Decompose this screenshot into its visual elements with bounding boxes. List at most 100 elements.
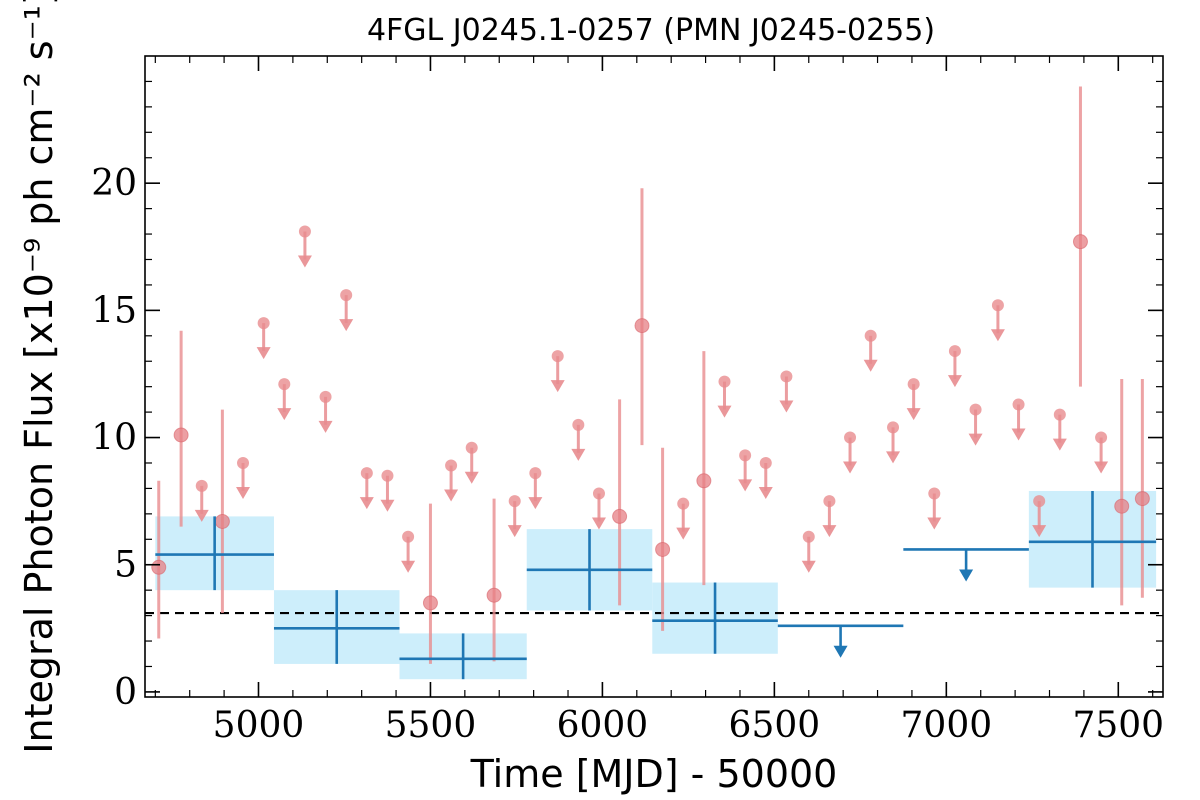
upper-limit-marker bbox=[529, 467, 542, 480]
upper-limit-arrowhead bbox=[401, 560, 416, 573]
upper-limit-marker bbox=[718, 375, 731, 388]
upper-limit-marker bbox=[465, 441, 478, 454]
upper-limit-arrowhead bbox=[758, 486, 773, 499]
upper-limit-marker bbox=[195, 479, 208, 492]
upper-limit-arrowhead bbox=[236, 486, 251, 499]
y-tick-label: 5 bbox=[114, 545, 137, 586]
y-axis-label: Integral Photon Flux [x10⁻⁹ ph cm⁻² s⁻¹] bbox=[17, 0, 61, 754]
x-tick-label: 7000 bbox=[901, 705, 993, 746]
detection-point bbox=[151, 559, 167, 575]
upper-limit-arrowhead bbox=[591, 517, 606, 530]
upper-limit-arrowhead bbox=[464, 471, 479, 484]
upper-limit-marker bbox=[340, 289, 353, 302]
y-tick-label: 0 bbox=[114, 672, 137, 713]
detection-point bbox=[173, 427, 189, 443]
detection-point bbox=[696, 473, 712, 489]
detection-point bbox=[422, 595, 438, 611]
upper-limit-arrowhead bbox=[339, 319, 354, 332]
y-tick-label: 15 bbox=[91, 290, 137, 331]
axis-ticks: 5000 5500 6000 6500 7000 7500 0 5 10 15 20 bbox=[91, 56, 1164, 746]
upper-limit-arrowhead bbox=[906, 408, 921, 421]
upper-limit-marker bbox=[1053, 408, 1066, 421]
upper-limit-marker bbox=[864, 329, 877, 342]
long-bin-upper-limit-arrowhead bbox=[959, 569, 974, 582]
upper-limit-arrowhead bbox=[822, 525, 837, 538]
detection-point bbox=[1072, 234, 1088, 250]
upper-limit-arrowhead bbox=[256, 347, 271, 360]
plot-frame bbox=[144, 55, 1164, 698]
detection-point bbox=[1114, 498, 1130, 514]
upper-limit-marker bbox=[319, 390, 332, 403]
upper-limit-arrowhead bbox=[843, 461, 858, 474]
upper-limit-marker bbox=[237, 456, 250, 469]
x-tick-label: 6000 bbox=[557, 705, 649, 746]
detection-point bbox=[655, 541, 671, 557]
upper-limit-arrowhead bbox=[318, 420, 333, 433]
upper-limit-marker bbox=[844, 431, 857, 444]
upper-limit-marker bbox=[592, 487, 605, 500]
upper-limit-arrowhead bbox=[779, 400, 794, 413]
upper-limit-arrowhead bbox=[1094, 461, 1109, 474]
upper-limit-arrowhead bbox=[676, 527, 691, 540]
upper-limit-marker bbox=[907, 378, 920, 391]
x-tick-label: 5500 bbox=[385, 705, 477, 746]
upper-limit-marker bbox=[739, 449, 752, 462]
upper-limit-marker bbox=[360, 467, 373, 480]
upper-limit-arrowhead bbox=[380, 499, 395, 512]
upper-limit-arrowhead bbox=[1011, 428, 1026, 441]
upper-limit-marker bbox=[802, 530, 815, 543]
upper-limit-marker bbox=[551, 350, 564, 363]
upper-limit-arrowhead bbox=[297, 255, 312, 268]
upper-limit-arrowhead bbox=[886, 451, 901, 464]
detection-point bbox=[612, 508, 628, 524]
upper-limit-arrowhead bbox=[863, 359, 878, 372]
upper-limit-arrowhead bbox=[359, 497, 374, 510]
upper-limit-arrowhead bbox=[571, 448, 586, 461]
upper-limit-marker bbox=[402, 530, 415, 543]
upper-limit-marker bbox=[445, 459, 458, 472]
plot-area bbox=[145, 86, 1163, 680]
upper-limit-marker bbox=[381, 469, 394, 482]
upper-limit-marker bbox=[572, 418, 585, 431]
upper-limit-marker bbox=[780, 370, 793, 383]
upper-limit-marker bbox=[928, 487, 941, 500]
upper-limit-marker bbox=[823, 495, 836, 508]
upper-limit-arrowhead bbox=[1052, 438, 1067, 451]
detection-point bbox=[486, 587, 502, 603]
long-bin-upper-limit-arrowhead bbox=[833, 645, 848, 658]
upper-limit-marker bbox=[991, 299, 1004, 312]
x-axis-label: Time [MJD] - 50000 bbox=[470, 752, 838, 796]
upper-limit-arrowhead bbox=[801, 560, 816, 573]
upper-limit-arrowhead bbox=[947, 375, 962, 388]
upper-limit-arrowhead bbox=[277, 408, 292, 421]
upper-limit-arrowhead bbox=[1032, 525, 1047, 538]
x-tick-label: 6500 bbox=[729, 705, 821, 746]
upper-limit-arrowhead bbox=[444, 489, 459, 502]
upper-limit-marker bbox=[677, 497, 690, 510]
upper-limit-marker bbox=[257, 317, 270, 330]
upper-limit-arrowhead bbox=[927, 517, 942, 530]
chart-title: 4FGL J0245.1-0257 (PMN J0245-0255) bbox=[367, 13, 935, 48]
upper-limit-arrowhead bbox=[528, 497, 543, 510]
y-tick-label: 20 bbox=[91, 163, 137, 204]
detection-point bbox=[1134, 491, 1150, 507]
upper-limit-marker bbox=[298, 225, 311, 238]
upper-limit-marker bbox=[278, 378, 291, 391]
upper-limit-arrowhead bbox=[717, 405, 732, 418]
upper-limit-arrowhead bbox=[968, 433, 983, 446]
upper-limit-marker bbox=[1095, 431, 1108, 444]
upper-limit-marker bbox=[948, 345, 961, 358]
x-tick-label: 5000 bbox=[213, 705, 305, 746]
detection-point bbox=[634, 318, 650, 334]
upper-limit-arrowhead bbox=[194, 509, 209, 522]
upper-limit-marker bbox=[508, 495, 521, 508]
detection-point bbox=[214, 513, 230, 529]
upper-limit-marker bbox=[1033, 495, 1046, 508]
upper-limit-marker bbox=[969, 403, 982, 416]
upper-limit-arrowhead bbox=[507, 525, 522, 538]
upper-limit-arrowhead bbox=[550, 380, 565, 393]
y-tick-label: 10 bbox=[91, 418, 137, 459]
upper-limit-marker bbox=[887, 421, 900, 434]
upper-limit-marker bbox=[759, 456, 772, 469]
